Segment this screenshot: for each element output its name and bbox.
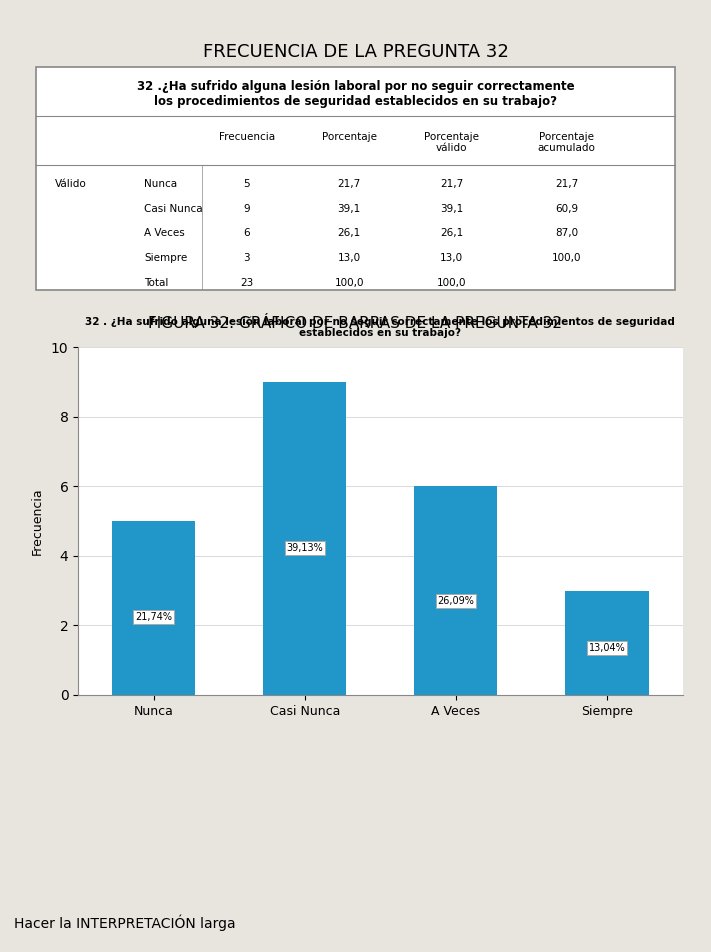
Text: 21,7: 21,7 [555,179,578,189]
Text: Casi Nunca: Casi Nunca [144,204,203,213]
Text: 13,0: 13,0 [338,253,360,263]
Text: 21,7: 21,7 [338,179,360,189]
Text: 13,0: 13,0 [440,253,463,263]
Text: 26,09%: 26,09% [437,596,474,606]
Text: 87,0: 87,0 [555,228,578,238]
Bar [112,522,196,695]
Text: 32 .¿Ha sufrido alguna lesión laboral por no seguir correctamente
los procedimie: 32 .¿Ha sufrido alguna lesión laboral po… [137,80,574,109]
Text: 39,1: 39,1 [338,204,360,213]
Text: 26,1: 26,1 [338,228,360,238]
Text: Porcentaje
válido: Porcentaje válido [424,131,479,153]
Text: 21,74%: 21,74% [135,612,172,622]
Text: 23: 23 [240,278,253,288]
FancyBboxPatch shape [36,264,675,290]
Bar [565,590,648,695]
Text: 21,7: 21,7 [440,179,463,189]
Text: 100,0: 100,0 [437,278,466,288]
Text: 100,0: 100,0 [552,253,582,263]
Bar [263,383,346,695]
Text: Porcentaje
acumulado: Porcentaje acumulado [538,131,596,153]
Text: 6: 6 [243,228,250,238]
Text: Hacer la INTERPRETACIÓN larga: Hacer la INTERPRETACIÓN larga [14,915,236,931]
Text: FRECUENCIA DE LA PREGUNTA 32: FRECUENCIA DE LA PREGUNTA 32 [203,43,508,61]
Text: 5: 5 [243,179,250,189]
Text: 100,0: 100,0 [334,278,364,288]
Text: 3: 3 [243,253,250,263]
Text: A Veces: A Veces [144,228,185,238]
Text: Porcentaje: Porcentaje [321,131,377,142]
Bar [415,486,498,695]
Text: 26,1: 26,1 [440,228,463,238]
Text: Nunca: Nunca [144,179,178,189]
Text: Válido: Válido [55,179,87,189]
Y-axis label: Frecuencia: Frecuencia [31,487,44,555]
Title: 32 . ¿Ha sufrido alguna lesión laboral por no seguir correctamente los procedimi: 32 . ¿Ha sufrido alguna lesión laboral p… [85,316,675,338]
Text: Frecuencia: Frecuencia [219,131,274,142]
Text: Siempre: Siempre [144,253,188,263]
Text: 9: 9 [243,204,250,213]
FancyBboxPatch shape [36,67,675,290]
Text: 39,1: 39,1 [440,204,463,213]
Text: 60,9: 60,9 [555,204,578,213]
Text: Total: Total [144,278,169,288]
Text: FIGURA 32: GRÁFICO DE BARRAS DE LA PREGUNTA 32: FIGURA 32: GRÁFICO DE BARRAS DE LA PREGU… [149,316,562,331]
Text: 39,13%: 39,13% [287,543,324,553]
Text: 13,04%: 13,04% [589,643,626,653]
